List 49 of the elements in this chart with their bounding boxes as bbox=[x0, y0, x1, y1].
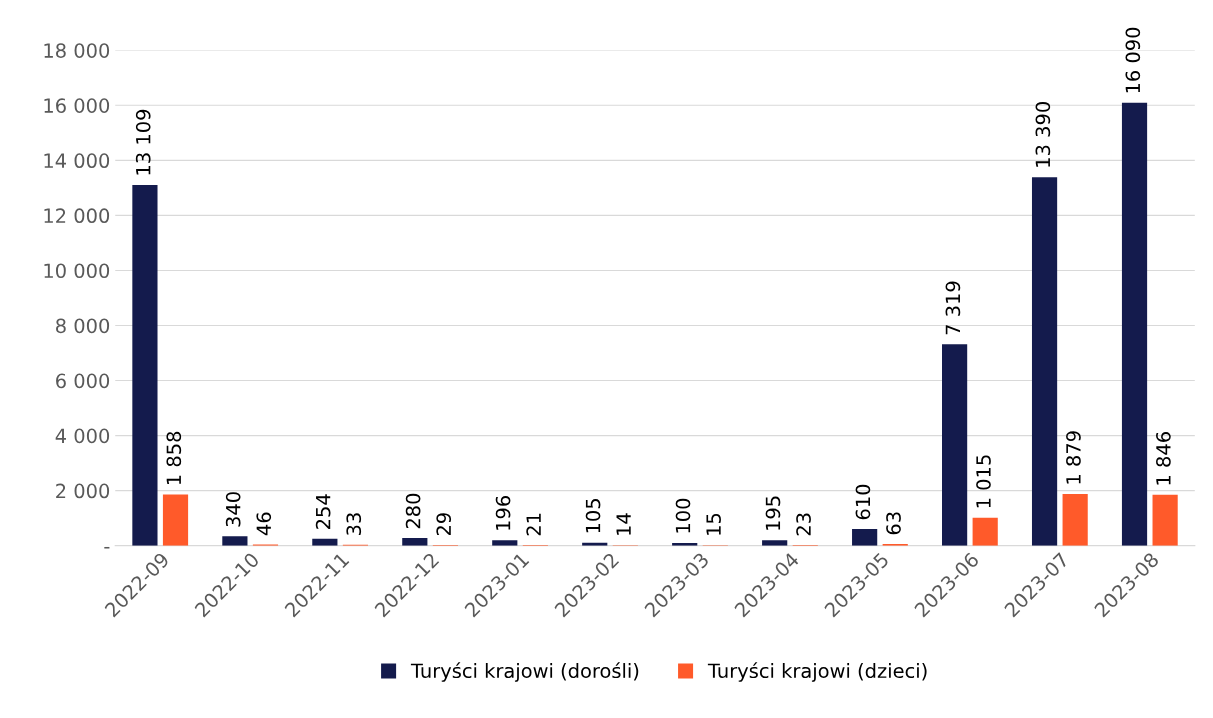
data-label: 254 bbox=[315, 494, 331, 529]
y-tick-label: 18 000 bbox=[44, 43, 110, 58]
bar bbox=[972, 517, 998, 546]
data-label: 13 109 bbox=[135, 109, 151, 175]
bar bbox=[222, 536, 248, 546]
data-label: 21 bbox=[526, 513, 541, 536]
y-tick-label: 8 000 bbox=[56, 318, 110, 334]
data-label: 16 090 bbox=[1125, 27, 1141, 93]
data-label: 1 846 bbox=[1156, 432, 1171, 485]
bar bbox=[1121, 102, 1148, 546]
data-label: 15 bbox=[706, 513, 721, 535]
y-tick-label: 16 000 bbox=[44, 98, 110, 113]
bar bbox=[492, 540, 518, 546]
bar bbox=[852, 528, 878, 546]
data-label: 196 bbox=[495, 496, 511, 530]
y-tick-label: 2 000 bbox=[56, 483, 110, 499]
legend-label: Turyści krajowi (dzieci) bbox=[707, 662, 927, 682]
y-tick-label: 10 000 bbox=[44, 263, 110, 279]
y-tick-label: 6 000 bbox=[56, 373, 110, 389]
data-label: 7 319 bbox=[945, 281, 961, 335]
data-label: 1 858 bbox=[166, 431, 182, 485]
y-tick-label: - bbox=[104, 546, 110, 549]
legend-label: Turyści krajowi (dorośli) bbox=[410, 662, 639, 682]
data-label: 610 bbox=[855, 484, 871, 520]
bar bbox=[1062, 493, 1088, 546]
data-label: 46 bbox=[256, 512, 272, 536]
bar bbox=[402, 537, 428, 546]
bar bbox=[1152, 494, 1178, 546]
data-label: 1 015 bbox=[976, 455, 991, 508]
data-label: 105 bbox=[585, 499, 601, 533]
data-label: 23 bbox=[796, 513, 811, 536]
bar bbox=[1031, 177, 1058, 546]
data-label: 29 bbox=[436, 513, 452, 536]
y-tick-label: 12 000 bbox=[44, 208, 110, 224]
data-label: 14 bbox=[616, 513, 631, 535]
data-label: 13 390 bbox=[1035, 102, 1051, 167]
y-tick-label: 14 000 bbox=[44, 153, 110, 169]
bar bbox=[762, 540, 788, 546]
bar bbox=[132, 184, 158, 546]
data-label: 100 bbox=[675, 498, 691, 533]
data-label: 340 bbox=[225, 492, 241, 527]
data-label: 1 879 bbox=[1066, 431, 1081, 484]
bar bbox=[942, 344, 968, 546]
data-label: 33 bbox=[346, 513, 362, 535]
data-label: 195 bbox=[765, 496, 781, 530]
data-label: 63 bbox=[886, 512, 901, 535]
data-label: 280 bbox=[405, 493, 421, 529]
y-tick-label: 4 000 bbox=[55, 428, 110, 444]
bar bbox=[162, 494, 189, 546]
